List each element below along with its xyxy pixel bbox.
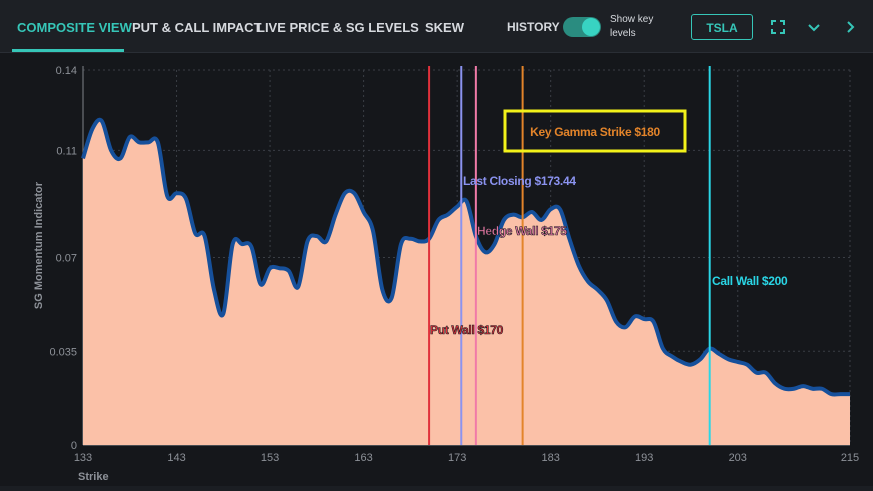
y-axis-title: SG Momentum Indicator <box>33 181 45 309</box>
key-level-label: Put Wall $170 <box>430 323 504 337</box>
x-tick-label: 173 <box>448 452 466 464</box>
x-tick-label: 153 <box>261 452 279 464</box>
x-tick-label: 143 <box>167 452 185 464</box>
show-key-levels-label: Show key levels <box>610 14 654 39</box>
expand-icon[interactable] <box>769 18 787 36</box>
chevron-right-icon[interactable] <box>841 18 859 36</box>
chart-container: 0 0.035 0.07 0.11 0.14 133 143 153 163 173 183 193 2… <box>0 53 873 486</box>
x-tick-label: 215 <box>841 452 859 464</box>
tab-skew[interactable]: SKEW <box>425 20 464 35</box>
x-tick-label: 203 <box>729 452 747 464</box>
y-tick-label: 0.14 <box>56 65 77 77</box>
y-tick-label: 0.11 <box>56 145 77 157</box>
y-tick-label: 0.07 <box>56 253 77 265</box>
area-fill <box>83 119 850 446</box>
tab-put-call-impact[interactable]: PUT & CALL IMPACT <box>132 20 262 35</box>
top-navigation-bar: COMPOSITE VIEW PUT & CALL IMPACT LIVE PR… <box>0 0 873 53</box>
ticker-button[interactable]: TSLA <box>691 14 753 40</box>
chevron-down-icon[interactable] <box>805 18 823 36</box>
key-level-label: Key Gamma Strike $180 <box>530 125 660 139</box>
key-level-label: Hedge Wall $175 <box>477 224 567 238</box>
x-tick-label: 193 <box>635 452 653 464</box>
toggle-knob <box>582 18 600 36</box>
x-axis-title: Strike <box>78 471 109 483</box>
momentum-chart: 0 0.035 0.07 0.11 0.14 133 143 153 163 173 183 193 2… <box>33 65 859 483</box>
active-tab-indicator <box>12 49 124 52</box>
show-key-levels-toggle[interactable] <box>563 17 601 37</box>
x-tick-label: 133 <box>74 452 92 464</box>
tab-live-price-sg-levels[interactable]: LIVE PRICE & SG LEVELS <box>257 20 419 35</box>
key-level-label: Last Closing $173.44 <box>463 174 576 188</box>
x-tick-label: 183 <box>542 452 560 464</box>
history-label: HISTORY <box>507 20 560 34</box>
series-line <box>81 117 850 397</box>
tab-composite-view[interactable]: COMPOSITE VIEW <box>17 20 132 35</box>
y-tick-label: 0 <box>71 440 77 452</box>
y-tick-label: 0.035 <box>49 346 77 358</box>
key-level-label: Call Wall $200 <box>712 274 788 288</box>
key-gamma-highlight-box <box>503 109 687 153</box>
x-tick-label: 163 <box>354 452 372 464</box>
